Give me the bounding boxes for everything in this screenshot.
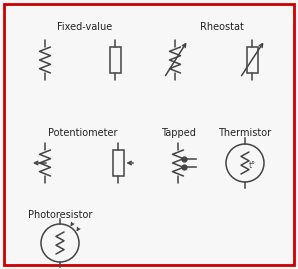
Text: Potentiometer: Potentiometer	[48, 128, 118, 138]
Text: Rheostat: Rheostat	[200, 22, 244, 32]
Text: t°: t°	[249, 161, 256, 169]
Text: Tapped: Tapped	[161, 128, 195, 138]
Bar	[109, 47, 120, 73]
Bar	[246, 47, 257, 73]
Bar	[113, 150, 123, 176]
Text: Fixed-value: Fixed-value	[58, 22, 113, 32]
Text: Photoresistor: Photoresistor	[28, 210, 92, 220]
Text: Thermistor: Thermistor	[218, 128, 271, 138]
